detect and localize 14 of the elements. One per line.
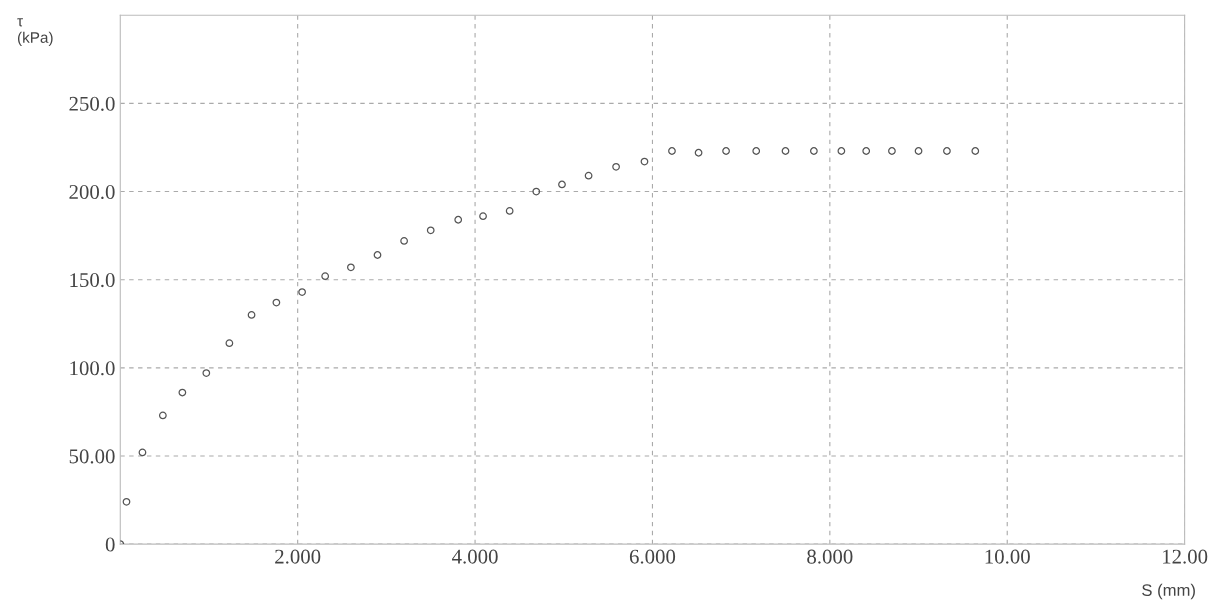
x-tick-label: 10.00 [985,549,1030,564]
x-tick-label: 4.000 [452,549,498,564]
y-tick-label: 100.0 [70,361,115,376]
x-tick-label: 12.00 [1163,549,1208,564]
x-tick-label: 2.000 [275,549,321,564]
y-tick-label: 150.0 [70,273,115,288]
y-tick-label: 50.00 [69,449,115,464]
x-axis-title: S (mm) [1142,583,1195,600]
y-tick-label: 250.0 [69,96,115,111]
y-axis-title: τ (kPa) [17,18,53,46]
x-tick-label: 8.000 [807,549,853,564]
y-tick-label: 0 [105,537,115,552]
x-tick-label: 6.000 [629,549,676,564]
y-tick-label: 200.0 [69,184,115,200]
